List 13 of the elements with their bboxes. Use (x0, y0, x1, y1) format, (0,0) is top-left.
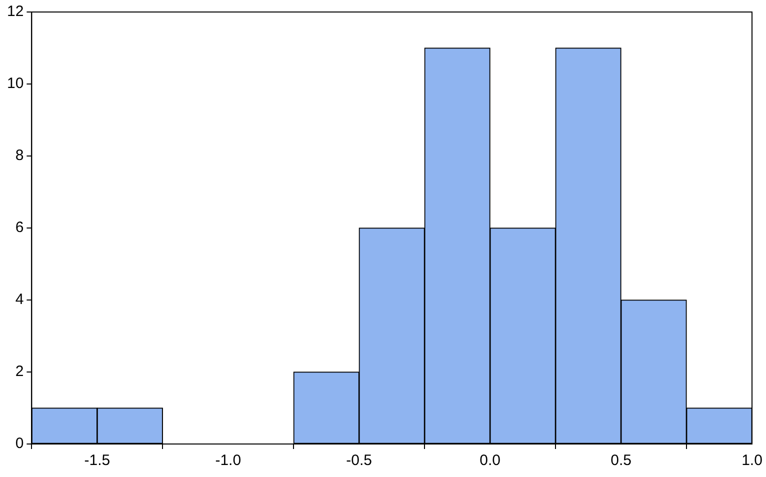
x-tick-label: 0.5 (610, 452, 632, 470)
y-tick-label: 0 (15, 435, 24, 452)
x-tick-label: 0.0 (480, 452, 500, 470)
y-tick-label: 10 (6, 75, 24, 92)
y-tick-label: 4 (15, 291, 24, 308)
x-tick-label: -1.0 (215, 452, 242, 470)
y-tick-label: 8 (15, 147, 24, 164)
x-tick-label: 1.0 (742, 452, 762, 470)
y-tick-label: 2 (15, 363, 24, 380)
y-tick-label: 6 (15, 219, 24, 236)
y-tick-label: 12 (6, 3, 24, 20)
x-tick-label: -1.5 (84, 452, 110, 470)
x-tick-label: -0.5 (346, 452, 372, 470)
